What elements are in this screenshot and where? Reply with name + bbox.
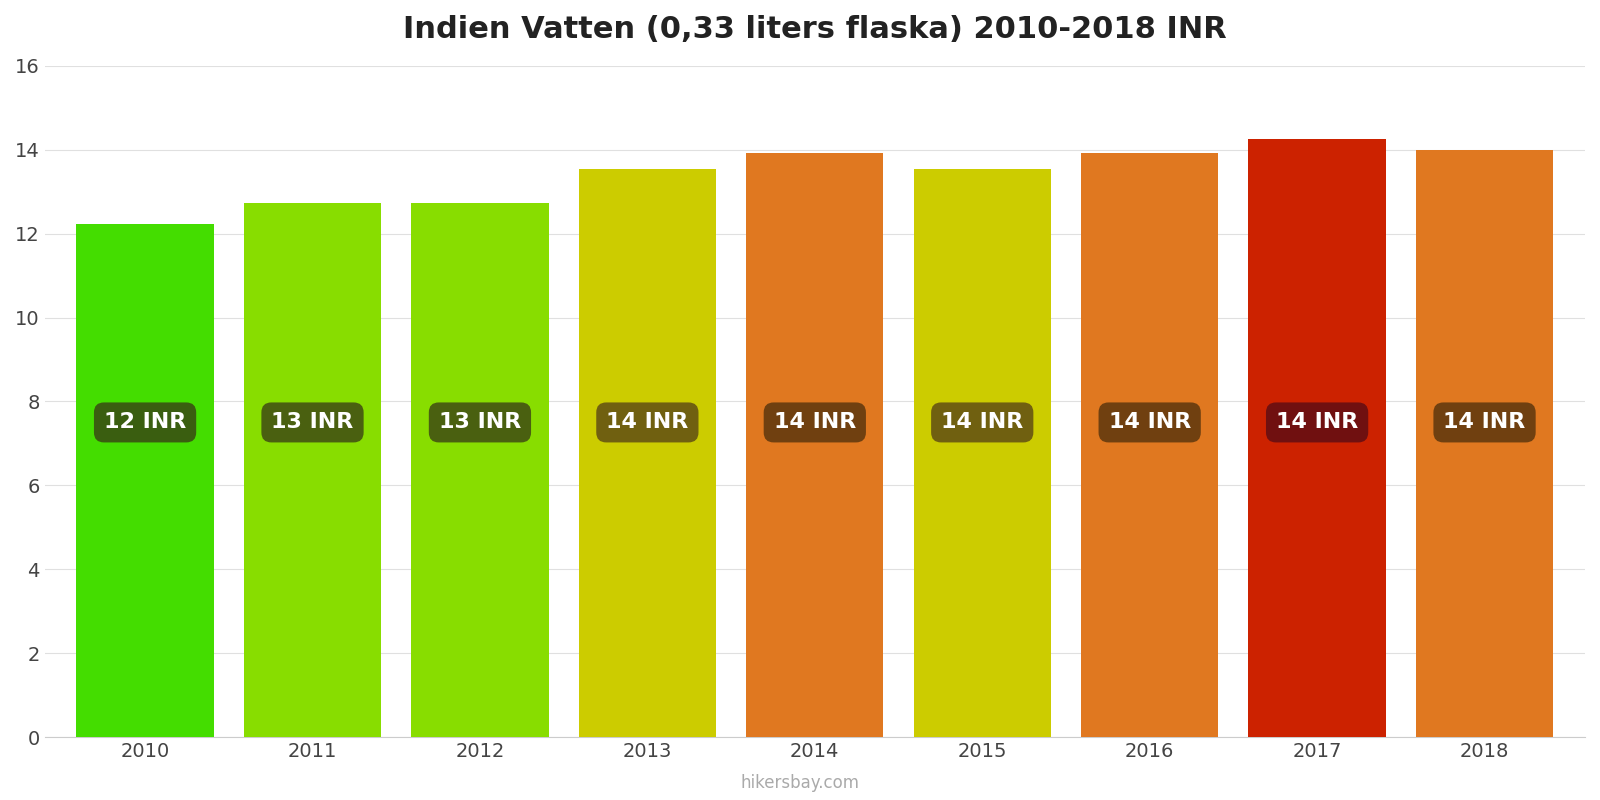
Bar — [77, 224, 214, 737]
Bar — [579, 169, 717, 737]
Bar — [1248, 139, 1386, 737]
Text: 14 INR: 14 INR — [606, 413, 688, 433]
Bar — [411, 203, 549, 737]
Bar — [1082, 153, 1218, 737]
Text: 14 INR: 14 INR — [1443, 413, 1526, 433]
Bar — [746, 153, 883, 737]
Text: 14 INR: 14 INR — [1275, 413, 1358, 433]
Text: 14 INR: 14 INR — [1109, 413, 1190, 433]
Bar — [1416, 150, 1554, 737]
Text: 13 INR: 13 INR — [438, 413, 522, 433]
Text: 13 INR: 13 INR — [272, 413, 354, 433]
Bar — [914, 169, 1051, 737]
Text: hikersbay.com: hikersbay.com — [741, 774, 859, 792]
Text: 12 INR: 12 INR — [104, 413, 186, 433]
Title: Indien Vatten (0,33 liters flaska) 2010-2018 INR: Indien Vatten (0,33 liters flaska) 2010-… — [403, 15, 1227, 44]
Text: 14 INR: 14 INR — [774, 413, 856, 433]
Text: 14 INR: 14 INR — [941, 413, 1024, 433]
Bar — [243, 203, 381, 737]
